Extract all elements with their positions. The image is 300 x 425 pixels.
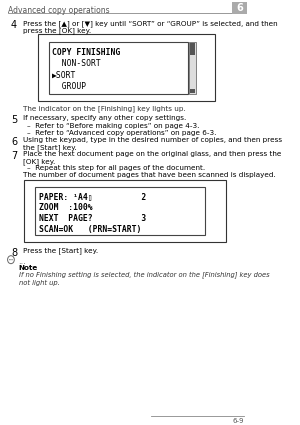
Text: Press the [▲] or [▼] key until “SORT” or “GROUP” is selected, and then
press the: Press the [▲] or [▼] key until “SORT” or… [23, 20, 277, 34]
Text: 6: 6 [11, 137, 17, 147]
Text: ...: ... [19, 257, 26, 266]
FancyBboxPatch shape [232, 2, 248, 14]
Text: PAPER: ¹A4▯          2: PAPER: ¹A4▯ 2 [39, 192, 146, 201]
FancyBboxPatch shape [49, 42, 188, 94]
Text: If no Finishing setting is selected, the indicator on the [Finishing] key does
n: If no Finishing setting is selected, the… [19, 272, 269, 286]
Text: 5: 5 [11, 116, 17, 125]
Text: 7: 7 [11, 151, 17, 161]
Text: Advanced copy operations: Advanced copy operations [8, 6, 110, 15]
Text: COPY FINISHING: COPY FINISHING [52, 48, 120, 57]
Text: –  Refer to “Advanced copy operations” on page 6-3.: – Refer to “Advanced copy operations” on… [27, 130, 216, 136]
Text: 6: 6 [236, 3, 243, 14]
Text: ZOOM  :100%: ZOOM :100% [39, 203, 92, 212]
FancyBboxPatch shape [35, 187, 205, 235]
FancyBboxPatch shape [24, 180, 226, 242]
Text: NEXT  PAGE?          3: NEXT PAGE? 3 [39, 214, 146, 223]
FancyBboxPatch shape [190, 88, 195, 93]
Text: The indicator on the [Finishing] key lights up.: The indicator on the [Finishing] key lig… [23, 105, 185, 112]
Text: 6-9: 6-9 [232, 418, 244, 424]
Text: –  Repeat this step for all pages of the document.: – Repeat this step for all pages of the … [27, 165, 205, 171]
Text: –  Refer to “Before making copies” on page 4-3.: – Refer to “Before making copies” on pag… [27, 123, 199, 129]
FancyBboxPatch shape [190, 43, 195, 55]
Text: The number of document pages that have been scanned is displayed.: The number of document pages that have b… [23, 172, 275, 178]
FancyBboxPatch shape [189, 42, 196, 94]
Text: 4: 4 [11, 20, 17, 30]
Text: Place the next document page on the original glass, and then press the
[OK] key.: Place the next document page on the orig… [23, 151, 281, 165]
Text: Using the keypad, type in the desired number of copies, and then press
the [Star: Using the keypad, type in the desired nu… [23, 137, 282, 151]
Text: Note: Note [19, 265, 38, 271]
Text: GROUP: GROUP [52, 82, 86, 91]
FancyBboxPatch shape [38, 34, 214, 102]
Text: NON-SORT: NON-SORT [52, 59, 101, 68]
Text: Press the [Start] key.: Press the [Start] key. [23, 248, 98, 255]
Circle shape [9, 259, 10, 260]
Text: 8: 8 [11, 248, 17, 258]
Circle shape [12, 259, 13, 260]
Text: ▶SORT: ▶SORT [52, 71, 76, 80]
Text: If necessary, specify any other copy settings.: If necessary, specify any other copy set… [23, 116, 186, 122]
Text: SCAN=OK   (PRN=START): SCAN=OK (PRN=START) [39, 225, 141, 234]
